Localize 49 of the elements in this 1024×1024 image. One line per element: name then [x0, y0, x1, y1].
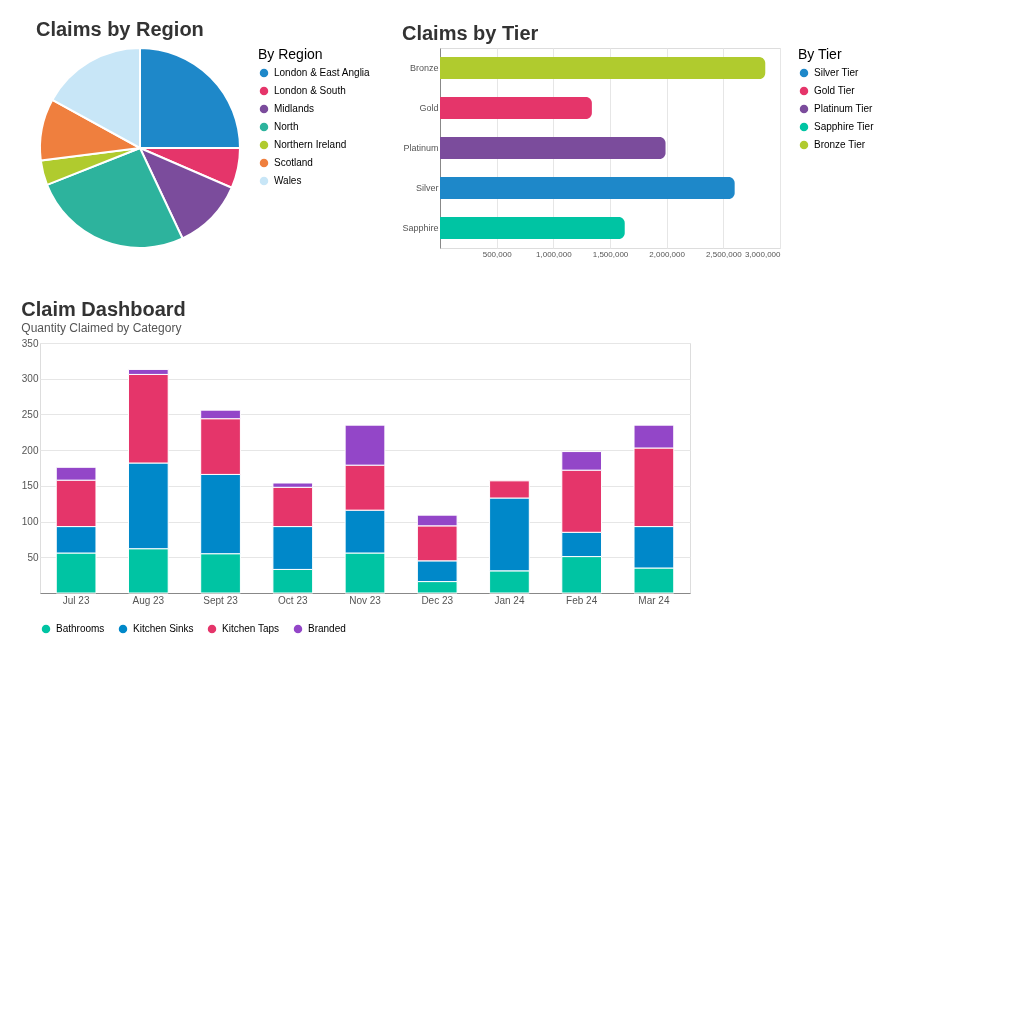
y-tick-label: 250	[21, 408, 39, 420]
chart-title: Claims by Tier	[401, 22, 539, 44]
chart-subtitle: Quantity Claimed by Category	[21, 321, 182, 335]
y-tick-label: 300	[21, 373, 39, 385]
legend-label: Gold Tier	[814, 85, 856, 96]
x-tick-label: 2,000,000	[649, 249, 686, 259]
y-tick-label: 100	[21, 516, 39, 528]
legend-title: By Tier	[798, 46, 842, 62]
x-tick-label: Jul 23	[62, 594, 90, 606]
y-tick-label: 200	[21, 444, 39, 456]
y-tick-label: Gold	[419, 103, 439, 113]
x-tick-label: Oct 23	[278, 594, 308, 606]
y-tick-label: Silver	[415, 183, 439, 193]
x-tick-label: Sept 23	[203, 594, 239, 606]
x-tick-label: Nov 23	[349, 594, 382, 606]
x-tick-label: 3,000,000	[744, 249, 782, 259]
legend-label: Platinum Tier	[814, 103, 874, 114]
y-tick-label: 150	[21, 480, 39, 492]
x-tick-label: Jan 24	[494, 594, 525, 606]
legend-label: Sapphire Tier	[814, 121, 875, 132]
y-tick-label: Bronze	[409, 63, 439, 73]
x-tick-label: Mar 24	[638, 594, 670, 606]
legend-label: Kitchen Taps	[222, 623, 280, 634]
legend-label: London & East Anglia	[274, 67, 371, 78]
y-tick-label: 350	[21, 337, 39, 349]
x-tick-label: Feb 24	[566, 594, 598, 606]
legend-label: Silver Tier	[814, 67, 860, 78]
legend-label: Bronze Tier	[814, 139, 866, 150]
legend-label: North	[274, 121, 299, 132]
chart-title: Claim Dashboard	[21, 298, 186, 320]
legend-label: Bathrooms	[56, 623, 105, 634]
x-tick-label: 2,500,000	[706, 249, 743, 259]
x-tick-label: 1,000,000	[536, 249, 573, 259]
legend-label: Northern Ireland	[274, 139, 347, 150]
legend-label: Midlands	[274, 103, 315, 114]
y-tick-label: Sapphire	[402, 223, 439, 233]
legend-label: Scotland	[274, 157, 313, 168]
chart-title: Claims by Region	[36, 18, 204, 40]
legend-label: Kitchen Sinks	[133, 623, 194, 634]
legend-label: Wales	[274, 175, 302, 186]
x-tick-label: 1,500,000	[592, 249, 629, 259]
y-tick-label: Platinum	[403, 143, 439, 153]
x-tick-label: 500,000	[482, 249, 513, 259]
x-tick-label: Dec 23	[421, 594, 454, 606]
legend-label: London & South	[274, 85, 346, 96]
legend-label: Branded	[308, 623, 346, 634]
legend-title: By Region	[258, 46, 323, 62]
x-tick-label: Aug 23	[132, 594, 165, 606]
y-tick-label: 50	[27, 551, 39, 563]
